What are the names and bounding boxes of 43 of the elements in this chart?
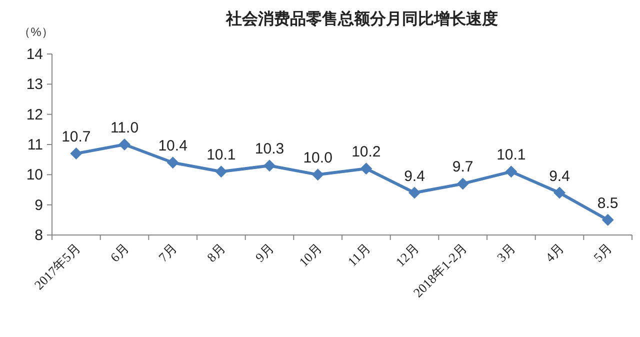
point <box>554 186 566 199</box>
data-label: 10.0 <box>303 150 332 167</box>
data-label: 10.3 <box>254 140 284 158</box>
data-label: 9.7 <box>452 158 474 176</box>
x-tick-label: 6月 <box>107 240 132 265</box>
x-tick-label: 7月 <box>156 240 180 265</box>
point <box>456 178 469 190</box>
point <box>215 166 228 178</box>
point <box>505 166 518 178</box>
data-label: 9.4 <box>549 168 570 185</box>
y-tick-label: 12 <box>26 106 43 124</box>
point <box>264 160 276 172</box>
data-label: 10.2 <box>352 144 381 161</box>
x-tick-label: 3月 <box>494 240 518 265</box>
point <box>312 168 324 181</box>
data-label: 10.1 <box>496 146 526 164</box>
data-label: 10.7 <box>62 128 91 146</box>
y-tick-label: 9 <box>34 196 43 214</box>
x-tick-label: 5月 <box>590 240 615 265</box>
y-tick-label: 13 <box>26 76 43 94</box>
y-tick-label: 14 <box>26 46 43 63</box>
data-label: 9.4 <box>404 168 425 185</box>
x-tick-label: 10月 <box>296 240 325 270</box>
data-label: 10.1 <box>206 146 236 164</box>
x-tick-label: 8月 <box>204 240 228 265</box>
x-tick-label: 11月 <box>344 240 374 270</box>
point <box>360 162 372 175</box>
x-tick-label: 9月 <box>252 240 277 265</box>
y-axis-title: （%） <box>18 25 54 39</box>
y-tick-label: 10 <box>26 166 43 184</box>
point <box>118 138 130 150</box>
point <box>70 148 82 160</box>
y-tick-label: 11 <box>27 136 43 154</box>
data-label: 8.5 <box>597 194 618 212</box>
y-tick-label: 8 <box>34 227 43 244</box>
data-label: 10.4 <box>158 138 188 155</box>
point <box>166 156 179 169</box>
data-label: 11.0 <box>110 120 139 136</box>
x-tick-label: 12月 <box>392 240 422 270</box>
point <box>408 186 420 199</box>
chart-title: 社会消费品零售总额分月同比增长速度 <box>225 9 498 28</box>
point <box>602 214 614 226</box>
x-tick-label: 4月 <box>542 240 567 265</box>
